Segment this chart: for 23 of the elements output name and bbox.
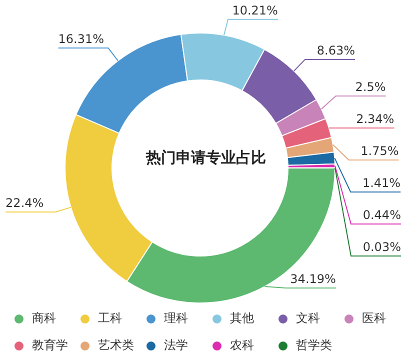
data-label: 1.41% [362, 176, 401, 190]
legend-label: 医科 [362, 310, 386, 327]
text: 热门申请专业占比 [145, 148, 266, 166]
legend-label: 文科 [296, 310, 320, 327]
data-label: 1.75% [360, 144, 399, 158]
legend-label: 法学 [164, 337, 188, 354]
data-label: 0.03% [362, 240, 401, 254]
legend-label: 农科 [230, 337, 254, 354]
legend-label: 理科 [164, 310, 188, 327]
legend-label: 艺术类 [98, 337, 134, 354]
legend-label: 哲学类 [296, 337, 332, 354]
legend-label: 其他 [230, 310, 254, 327]
legend-label: 商科 [32, 310, 56, 327]
data-label: 34.19% [290, 272, 336, 286]
data-label: 0.44% [362, 208, 401, 222]
data-label: 2.34% [356, 112, 394, 126]
data-label: 8.63% [316, 44, 356, 58]
legend-label: 教育学 [32, 337, 68, 354]
data-label: 10.21% [232, 3, 278, 18]
legend-label: 工科 [98, 310, 122, 327]
data-label: 2.5% [355, 80, 386, 94]
data-label: 16.31% [58, 32, 104, 46]
data-label: 22.4% [6, 196, 44, 210]
